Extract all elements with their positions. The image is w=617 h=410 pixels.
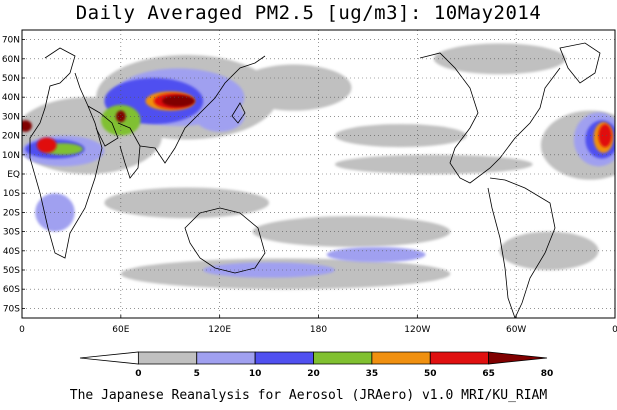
lat-tick-label: 20N bbox=[2, 132, 20, 142]
pm25-blob bbox=[252, 216, 451, 247]
colorbar-boxes bbox=[79, 351, 548, 365]
coast-south-america bbox=[487, 177, 556, 318]
pm25-blob bbox=[36, 137, 57, 153]
lat-tick-label: 40N bbox=[2, 93, 20, 103]
pm25-blob bbox=[194, 101, 245, 132]
lat-tick-label: 60N bbox=[2, 55, 20, 65]
pm25-blob bbox=[334, 154, 533, 174]
colorbar-swatch bbox=[254, 351, 314, 365]
lat-tick-label: 50N bbox=[2, 74, 20, 84]
lon-tick-label: 0 bbox=[612, 325, 617, 335]
coast-japan bbox=[231, 102, 246, 124]
lat-tick-label: 20S bbox=[3, 208, 20, 218]
pm25-blob bbox=[162, 95, 195, 107]
colorbar-swatch bbox=[429, 351, 490, 365]
lat-tick-label: 30S bbox=[3, 228, 20, 238]
lat-tick-label: 30N bbox=[2, 112, 20, 122]
lat-tick-label: 70S bbox=[3, 304, 20, 314]
pm25-blob bbox=[236, 64, 352, 111]
lon-tick-label: 60E bbox=[112, 325, 129, 335]
pm25-blob bbox=[22, 120, 32, 132]
lat-tick-label: 40S bbox=[3, 247, 20, 257]
pm25-blob bbox=[326, 246, 426, 263]
lon-tick-label: 120E bbox=[208, 325, 231, 335]
colorbar-swatch bbox=[313, 351, 373, 365]
credit-line: The Japanese Reanalysis for Aerosol (JRA… bbox=[69, 388, 548, 403]
lon-tick-label: 120W bbox=[404, 325, 430, 335]
coast-north-america bbox=[419, 52, 561, 184]
colorbar-label: 65 bbox=[482, 369, 495, 379]
colorbar-swatch bbox=[137, 351, 198, 365]
pm25-blob bbox=[433, 43, 566, 75]
pm25-blob bbox=[334, 124, 467, 148]
colorbar-swatch bbox=[196, 351, 256, 365]
colorbar-label: 0 bbox=[135, 369, 141, 379]
lat-tick-label: EQ bbox=[7, 170, 20, 180]
coast-australia bbox=[184, 207, 266, 274]
pm25-blob bbox=[203, 262, 335, 278]
lat-tick-label: 70N bbox=[2, 36, 20, 46]
coast-east-asia bbox=[139, 55, 266, 164]
lat-tick-label: 10S bbox=[3, 189, 20, 199]
lon-tick-label: 60W bbox=[506, 325, 526, 335]
coast-arabia bbox=[87, 105, 119, 147]
colorbar-swatch bbox=[79, 351, 139, 365]
colorbar-labels: 0 5 10 20 35 50 65 80 bbox=[135, 369, 553, 379]
colorbar: 0 5 10 20 35 50 65 80 bbox=[79, 351, 553, 379]
lon-tick-label: 180 bbox=[310, 325, 327, 335]
graticule bbox=[22, 30, 615, 318]
coast-greenland bbox=[559, 42, 601, 84]
pm25-blob bbox=[115, 110, 126, 123]
colorbar-label: 5 bbox=[194, 369, 200, 379]
coast-india bbox=[117, 122, 141, 179]
lat-tick-label: 10N bbox=[2, 151, 20, 161]
pm25-blob bbox=[104, 187, 270, 219]
colorbar-swatch bbox=[371, 351, 431, 365]
colorbar-label: 10 bbox=[249, 369, 262, 379]
lat-tick-label: 50S bbox=[3, 266, 20, 276]
pm25-blob bbox=[499, 231, 599, 270]
colorbar-label: 35 bbox=[366, 369, 379, 379]
colorbar-label: 80 bbox=[541, 369, 554, 379]
pm25-level-7 bbox=[22, 95, 195, 132]
map-axes: 70N 60N 50N 40N 30N 20N 10N EQ 10S 20S 30S 40S 50S 60… bbox=[2, 36, 617, 335]
pm25-world-map: 70N 60N 50N 40N 30N 20N 10N EQ 10S 20S 30S 40S 50S 60… bbox=[2, 29, 617, 335]
lon-tick-label: 0 bbox=[19, 325, 25, 335]
colorbar-label: 50 bbox=[424, 369, 437, 379]
pm25-blob bbox=[598, 124, 612, 148]
colorbar-label: 20 bbox=[307, 369, 320, 379]
colorbar-swatch bbox=[488, 351, 548, 365]
lat-tick-label: 60S bbox=[3, 285, 20, 295]
map-title: Daily Averaged PM2.5 [ug/m3]: 10May2014 bbox=[75, 2, 542, 24]
